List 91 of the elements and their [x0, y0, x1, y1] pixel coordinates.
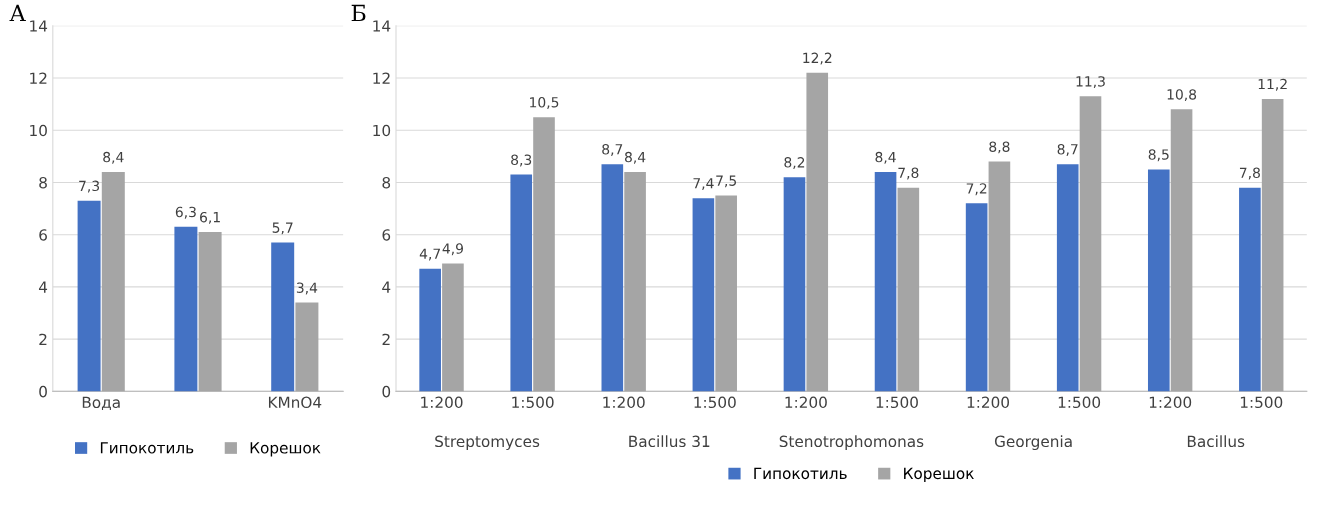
x-tick-label: 1:200 [421, 396, 463, 409]
text: Georgenia [994, 435, 1072, 451]
y-tick-label: 8 [382, 176, 391, 189]
legend-label: Корешок [250, 442, 321, 457]
data-label: 4,7 [419, 248, 441, 261]
data-label: 8,8 [989, 141, 1010, 154]
bar [601, 164, 624, 392]
text: Streptomyces [435, 435, 540, 451]
data-label: 12,2 [803, 52, 832, 65]
bar [1261, 98, 1284, 392]
data-label: 8,4 [875, 151, 896, 164]
legend-label: Гипокотиль [100, 442, 194, 454]
data-label: 4,9 [442, 243, 463, 256]
bar [174, 226, 198, 392]
y-tick-label: 12 [30, 72, 47, 84]
y-tick-label: 12 [373, 72, 390, 84]
x-tick-label: Вода [82, 396, 120, 410]
data-label: 8,5 [1148, 149, 1169, 162]
y-tick-label: 0 [39, 385, 47, 398]
data-label: 7,8 [1239, 167, 1260, 180]
data-label: 7,4 [693, 178, 714, 190]
x-tick-label: 1:500 [1058, 396, 1101, 409]
y-tick-label: 14 [373, 20, 391, 32]
data-label: 5,7 [272, 222, 293, 235]
bar [1239, 187, 1261, 392]
bar [101, 172, 125, 392]
x-tick-label: KMnO4 [268, 396, 322, 409]
x-tick-label: 1:200 [1149, 396, 1192, 409]
bar [783, 177, 806, 392]
x-tick-label: 1:500 [876, 396, 918, 409]
bar [442, 263, 464, 392]
bar [624, 172, 646, 392]
y-tick-label: 2 [39, 333, 47, 345]
bar [874, 172, 897, 392]
data-label: 8,3 [511, 154, 532, 167]
y-tick-label: 6 [39, 229, 47, 241]
data-label: 7,3 [79, 180, 100, 193]
bar [1056, 164, 1079, 392]
bar [77, 200, 101, 392]
y-tick-label: 10 [373, 124, 391, 137]
data-label: 7,2 [966, 183, 987, 196]
data-label: 11,2 [1258, 78, 1287, 91]
x-tick-label: 1:200 [785, 396, 827, 409]
bar [198, 232, 222, 392]
data-label: 8,4 [103, 151, 124, 164]
bar [419, 268, 441, 392]
bar [806, 72, 829, 392]
bar [533, 117, 555, 392]
y-tick-label: 2 [382, 333, 390, 345]
chart-title: Б [351, 4, 366, 22]
bar [510, 174, 533, 392]
x-tick-label: 1:200 [967, 396, 1010, 409]
bar [988, 161, 1011, 392]
y-tick-label: 6 [382, 229, 391, 241]
bar [1170, 109, 1193, 392]
x-tick-label: 1:500 [694, 396, 736, 409]
data-label: 10,5 [530, 97, 559, 109]
data-label: 8,4 [624, 151, 646, 164]
x-tick-label: 1:500 [1240, 396, 1283, 409]
legend-label: Корешок [904, 467, 974, 483]
data-label: 8,2 [784, 157, 805, 170]
data-label: 8,7 [602, 144, 623, 156]
bar [271, 242, 295, 392]
y-tick-label: 4 [38, 281, 48, 293]
text: Stenotrophomonas [779, 435, 924, 451]
bar [1147, 169, 1170, 392]
bar [295, 302, 319, 392]
data-label: 11,3 [1076, 76, 1105, 89]
chart-title: А [9, 4, 26, 22]
y-tick-label: 14 [30, 20, 48, 32]
bar [965, 203, 988, 392]
bar [715, 195, 737, 392]
text: Bacillus 31 [629, 435, 710, 448]
text: Bacillus [1187, 435, 1245, 448]
y-tick-label: 8 [39, 176, 47, 189]
bar [897, 187, 920, 392]
data-label: 6,3 [175, 206, 196, 219]
y-tick-label: 4 [382, 281, 391, 293]
legend-label: Гипокотиль [754, 467, 847, 480]
data-label: 7,8 [898, 167, 919, 180]
y-tick-label: 0 [382, 385, 391, 398]
x-tick-label: 1:200 [603, 396, 645, 409]
bar [692, 198, 715, 392]
data-label: 7,5 [716, 175, 736, 188]
x-tick-label: 1:500 [512, 396, 554, 409]
bar [1079, 96, 1102, 392]
data-label: 8,7 [1057, 144, 1078, 156]
data-label: 3,4 [296, 282, 318, 295]
data-label: 6,1 [200, 211, 220, 224]
data-label: 10,8 [1167, 89, 1197, 102]
y-tick-label: 10 [30, 124, 47, 137]
